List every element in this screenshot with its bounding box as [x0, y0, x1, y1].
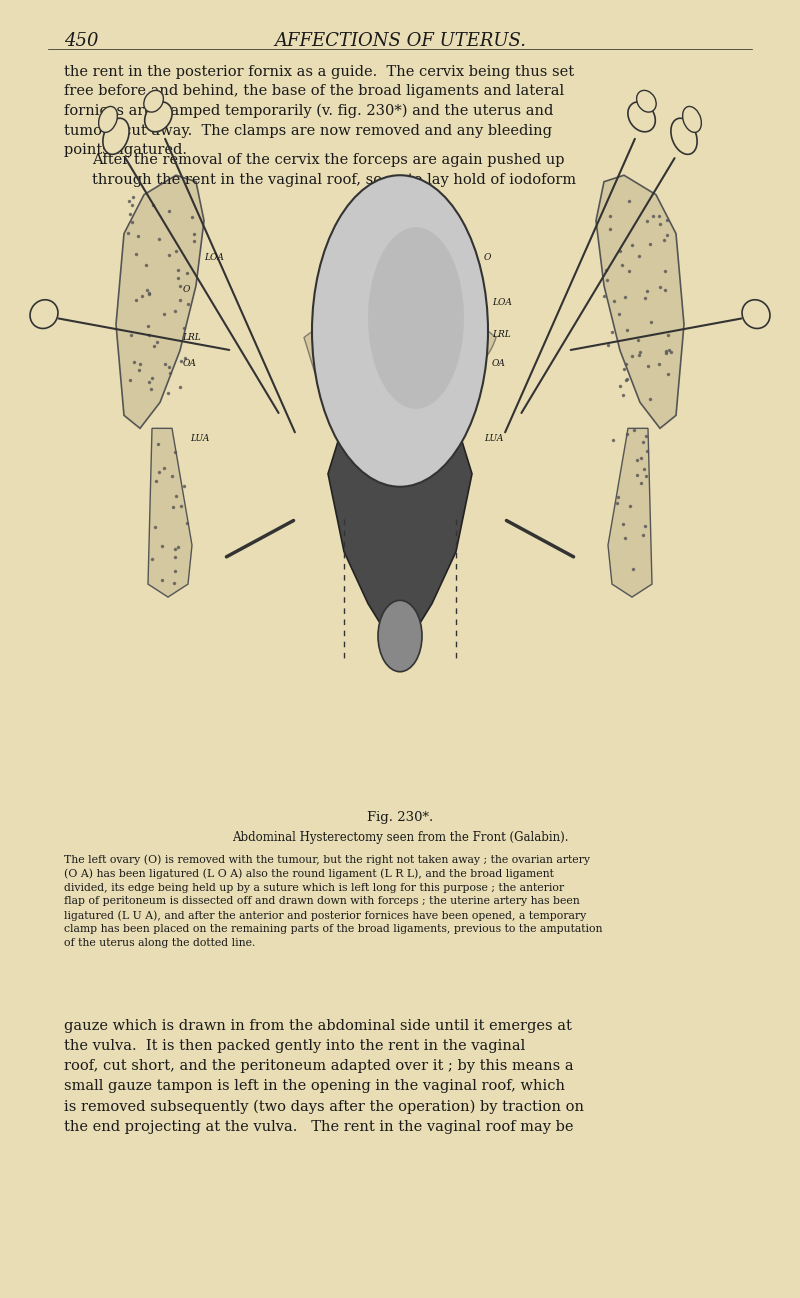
Text: O: O	[484, 253, 491, 262]
Text: Abdominal Hysterectomy seen from the Front (Galabin).: Abdominal Hysterectomy seen from the Fro…	[232, 831, 568, 844]
Polygon shape	[608, 428, 652, 597]
Text: OA: OA	[492, 360, 506, 369]
PathPatch shape	[304, 306, 496, 400]
Text: The left ovary (O) is removed with the tumour, but the right not taken away ; th: The left ovary (O) is removed with the t…	[64, 854, 602, 948]
Ellipse shape	[98, 106, 118, 132]
Text: OA: OA	[182, 360, 196, 369]
Text: LRL: LRL	[182, 334, 201, 343]
Text: LUA: LUA	[484, 435, 503, 444]
Ellipse shape	[682, 106, 702, 132]
Polygon shape	[148, 428, 192, 597]
Ellipse shape	[30, 300, 58, 328]
PathPatch shape	[328, 422, 472, 643]
Ellipse shape	[312, 175, 488, 487]
Polygon shape	[116, 175, 204, 428]
Ellipse shape	[144, 91, 163, 112]
Text: gauze which is drawn in from the abdominal side until it emerges at
the vulva.  : gauze which is drawn in from the abdomin…	[64, 1019, 584, 1133]
Text: AFFECTIONS OF UTERUS.: AFFECTIONS OF UTERUS.	[274, 32, 526, 51]
Ellipse shape	[637, 91, 656, 112]
Polygon shape	[596, 175, 684, 428]
Text: the rent in the posterior fornix as a guide.  The cervix being thus set
free bef: the rent in the posterior fornix as a gu…	[64, 65, 574, 157]
Ellipse shape	[671, 118, 697, 154]
Text: LOA: LOA	[204, 253, 224, 262]
Text: After the removal of the cervix the forceps are again pushed up
through the rent: After the removal of the cervix the forc…	[92, 153, 576, 187]
Text: LOA: LOA	[492, 299, 512, 308]
Ellipse shape	[378, 600, 422, 672]
Ellipse shape	[103, 118, 129, 154]
Ellipse shape	[628, 101, 655, 132]
Text: Fig. 230*.: Fig. 230*.	[367, 811, 433, 824]
Ellipse shape	[742, 300, 770, 328]
Text: 450: 450	[64, 32, 98, 51]
Text: LRL: LRL	[492, 331, 510, 340]
Text: LUA: LUA	[190, 435, 210, 444]
Text: O: O	[182, 286, 190, 295]
Ellipse shape	[368, 227, 464, 409]
Ellipse shape	[145, 101, 172, 132]
